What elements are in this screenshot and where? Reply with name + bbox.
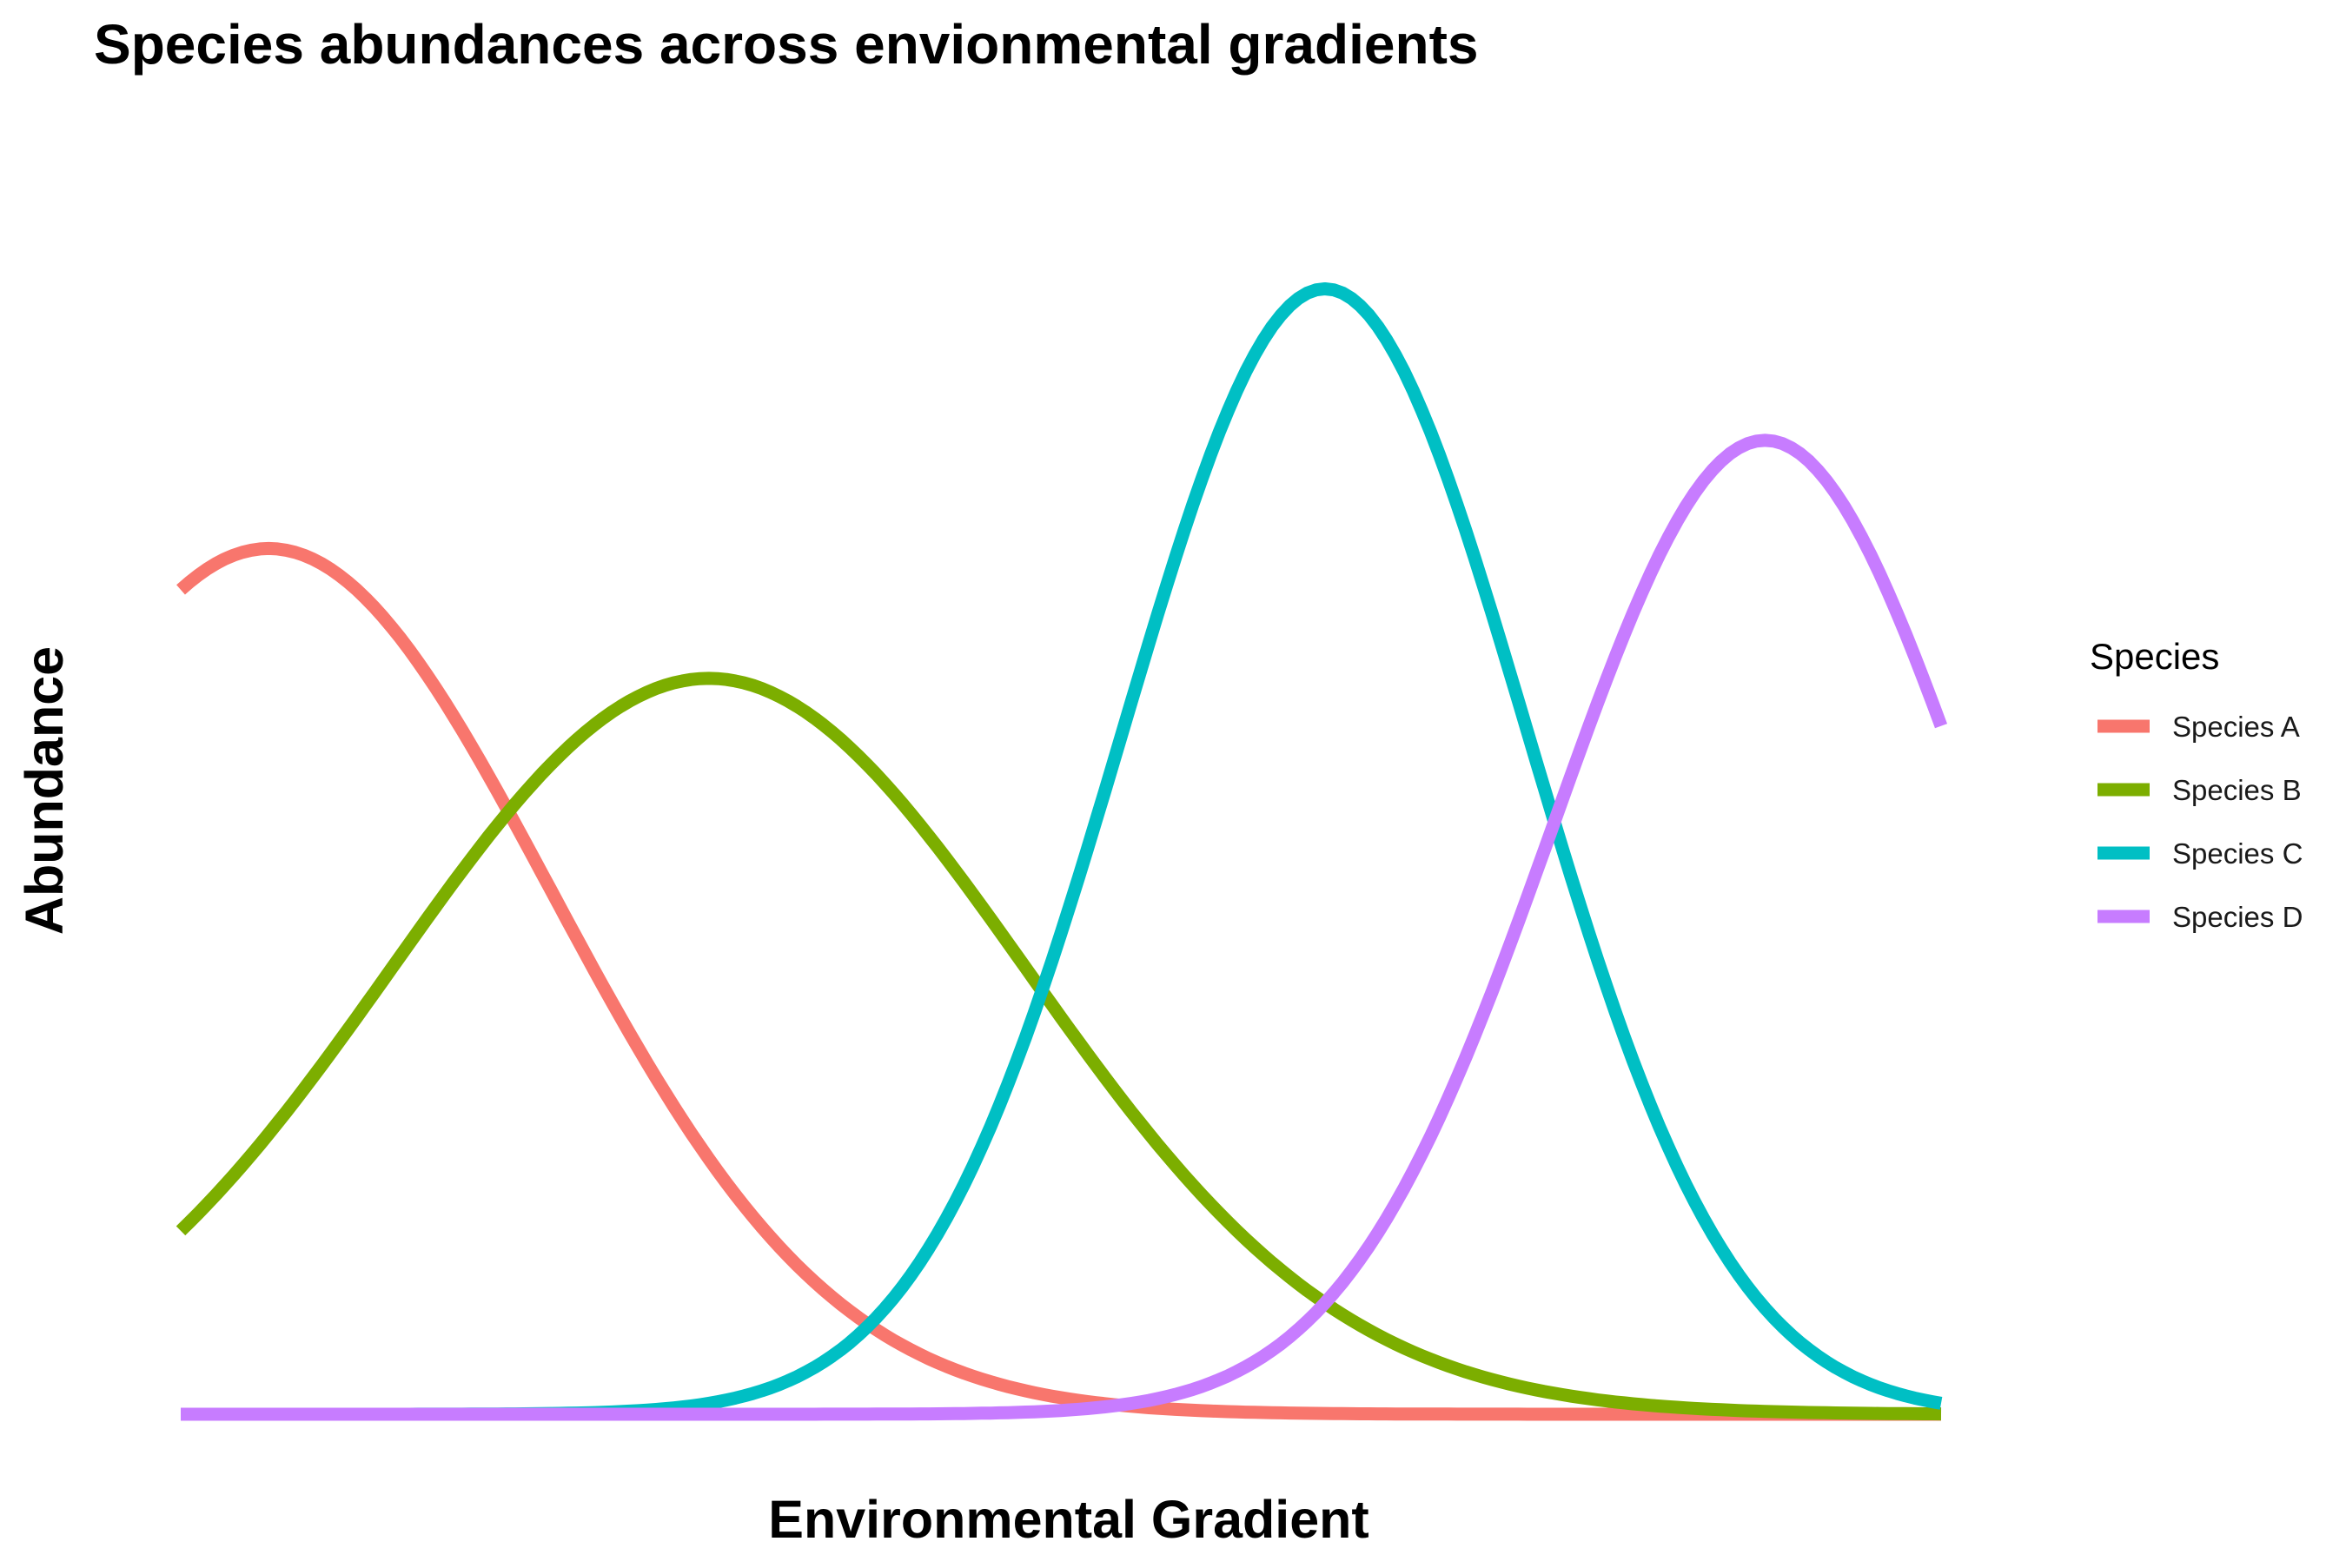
y-axis-label: Abundance bbox=[15, 646, 74, 935]
legend-title: Species bbox=[2090, 636, 2219, 677]
legend-items: Species A Species B Species C Species D bbox=[2097, 711, 2303, 933]
x-axis-label: Environmental Gradient bbox=[768, 1490, 1368, 1549]
chart-title: Species abundances across envionmental g… bbox=[94, 13, 1478, 76]
plot-area bbox=[176, 282, 1948, 1421]
legend-item-species-a: Species A bbox=[2097, 711, 2300, 743]
legend-item-species-d: Species D bbox=[2097, 901, 2303, 933]
legend-label-species-b: Species B bbox=[2172, 774, 2302, 806]
series-line-species-c bbox=[181, 282, 1943, 1421]
series-line-species-d bbox=[181, 433, 1948, 1421]
legend-label-species-c: Species C bbox=[2172, 837, 2303, 870]
series-line-species-a bbox=[176, 541, 1941, 1421]
legend-item-species-b: Species B bbox=[2097, 774, 2302, 806]
legend-item-species-c: Species C bbox=[2097, 837, 2303, 870]
series-line-species-b bbox=[176, 672, 1942, 1421]
legend-label-species-d: Species D bbox=[2172, 901, 2303, 933]
legend-label-species-a: Species A bbox=[2172, 711, 2300, 743]
